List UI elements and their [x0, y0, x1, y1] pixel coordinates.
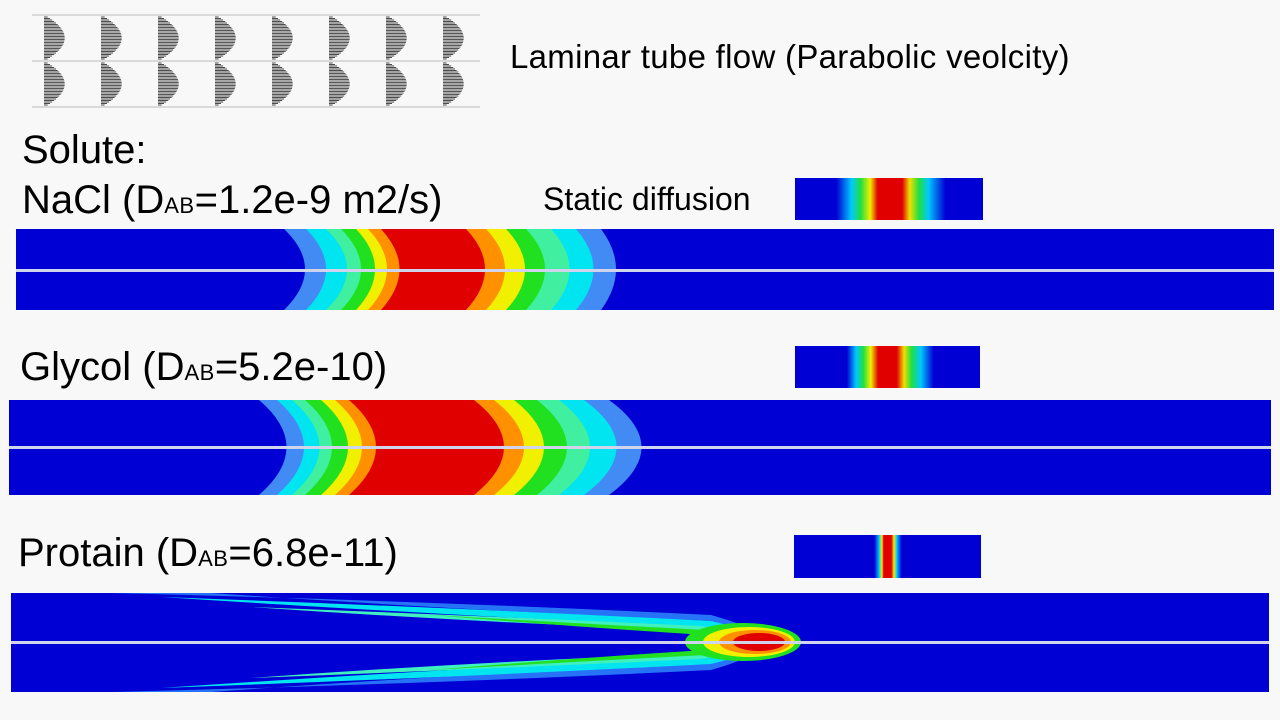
tube-glycol-centerline — [9, 446, 1271, 449]
protein-subscript: AB — [198, 546, 229, 571]
glycol-label: Glycol (DAB=5.2e-10) — [20, 347, 387, 387]
page-title: Laminar tube flow (Parabolic veolcity) — [510, 38, 1070, 75]
glycol-value: =5.2e-10) — [214, 345, 388, 389]
tube-nacl-centerline — [16, 269, 1274, 272]
velocity-profile-illustration — [32, 14, 480, 108]
static-diffusion-protein — [794, 535, 981, 578]
static-diffusion-glycol — [795, 346, 980, 388]
nacl-label: NaCl (DAB=1.2e-9 m2/s) — [22, 180, 442, 220]
parabolic-velocity-profile-icon — [32, 14, 480, 108]
tube-protein-centerline — [11, 641, 1269, 644]
nacl-subscript: AB — [164, 193, 195, 218]
static-diffusion-nacl — [795, 178, 983, 220]
static-diffusion-label: Static diffusion — [543, 181, 751, 217]
tube-nacl — [16, 229, 1274, 310]
nacl-name: NaCl (D — [22, 178, 165, 222]
tube-glycol — [9, 400, 1271, 495]
protein-value: =6.8e-11) — [228, 531, 398, 575]
tube-protein — [11, 593, 1269, 692]
glycol-subscript: AB — [184, 360, 215, 385]
protein-name: Protain (D — [18, 531, 199, 575]
glycol-name: Glycol (D — [20, 345, 185, 389]
protein-label: Protain (DAB=6.8e-11) — [18, 533, 398, 573]
solute-heading: Solute: — [22, 128, 147, 172]
nacl-value: =1.2e-9 m2/s) — [194, 178, 443, 222]
